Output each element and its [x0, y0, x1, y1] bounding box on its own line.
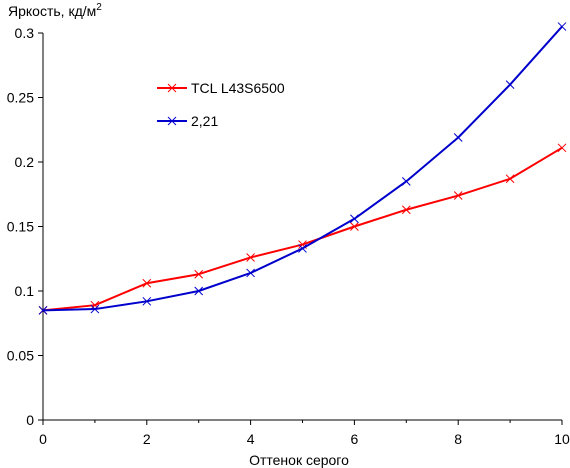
series-1 [38, 143, 567, 315]
y-axis-title-text: Яркость, кд/м [8, 3, 96, 19]
x-tick-label: 0 [39, 431, 47, 447]
axes [42, 33, 562, 421]
data-point [350, 222, 359, 231]
series-line [42, 25, 563, 312]
x-tick-label: 4 [247, 431, 255, 447]
data-point [194, 286, 204, 296]
y-axis-title: Яркость, кд/м2 [8, 2, 102, 19]
y-tick-label: 0.25 [7, 90, 34, 106]
legend-label: 2,21 [191, 113, 218, 129]
data-point [453, 191, 463, 200]
data-point [557, 143, 567, 153]
data-point [505, 174, 515, 184]
legend-label: TCL L43S6500 [191, 80, 285, 96]
data-point [505, 80, 515, 89]
legend-item-1: TCL L43S6500 [157, 80, 285, 96]
x-axis-title: Оттенок серого [249, 452, 349, 468]
y-axis-ticks: 0 0.05 0.1 0.15 0.2 0.25 0.3 [7, 25, 43, 428]
y-tick-label: 0.3 [15, 25, 35, 41]
data-point [557, 22, 567, 31]
series-2 [38, 22, 567, 315]
x-tick-label: 2 [143, 431, 151, 447]
x-tick-label: 10 [554, 431, 570, 447]
x-axis-ticks: 0 2 4 6 8 10 [39, 420, 570, 447]
y-tick-label: 0.05 [7, 348, 34, 364]
legend-item-2: 2,21 [157, 113, 218, 129]
x-tick-label: 8 [454, 431, 462, 447]
data-point [194, 269, 204, 279]
data-point [142, 278, 152, 288]
data-point [142, 296, 152, 306]
series-layer [38, 22, 567, 315]
data-point [401, 205, 411, 215]
series-line [42, 146, 563, 312]
y-tick-label: 0.1 [15, 283, 35, 299]
y-tick-label: 0.15 [7, 219, 34, 235]
data-point [298, 244, 307, 253]
y-tick-label: 0 [26, 412, 34, 428]
y-tick-label: 0.2 [15, 154, 35, 170]
data-point [38, 305, 48, 315]
x-tick-label: 6 [351, 431, 359, 447]
data-point [401, 176, 411, 186]
data-point [246, 253, 255, 262]
data-point [246, 268, 255, 278]
legend: TCL L43S6500 2,21 [157, 80, 285, 129]
data-point [453, 133, 463, 142]
y-axis-title-superscript: 2 [96, 2, 102, 13]
data-point [350, 214, 359, 224]
data-point [90, 304, 100, 314]
